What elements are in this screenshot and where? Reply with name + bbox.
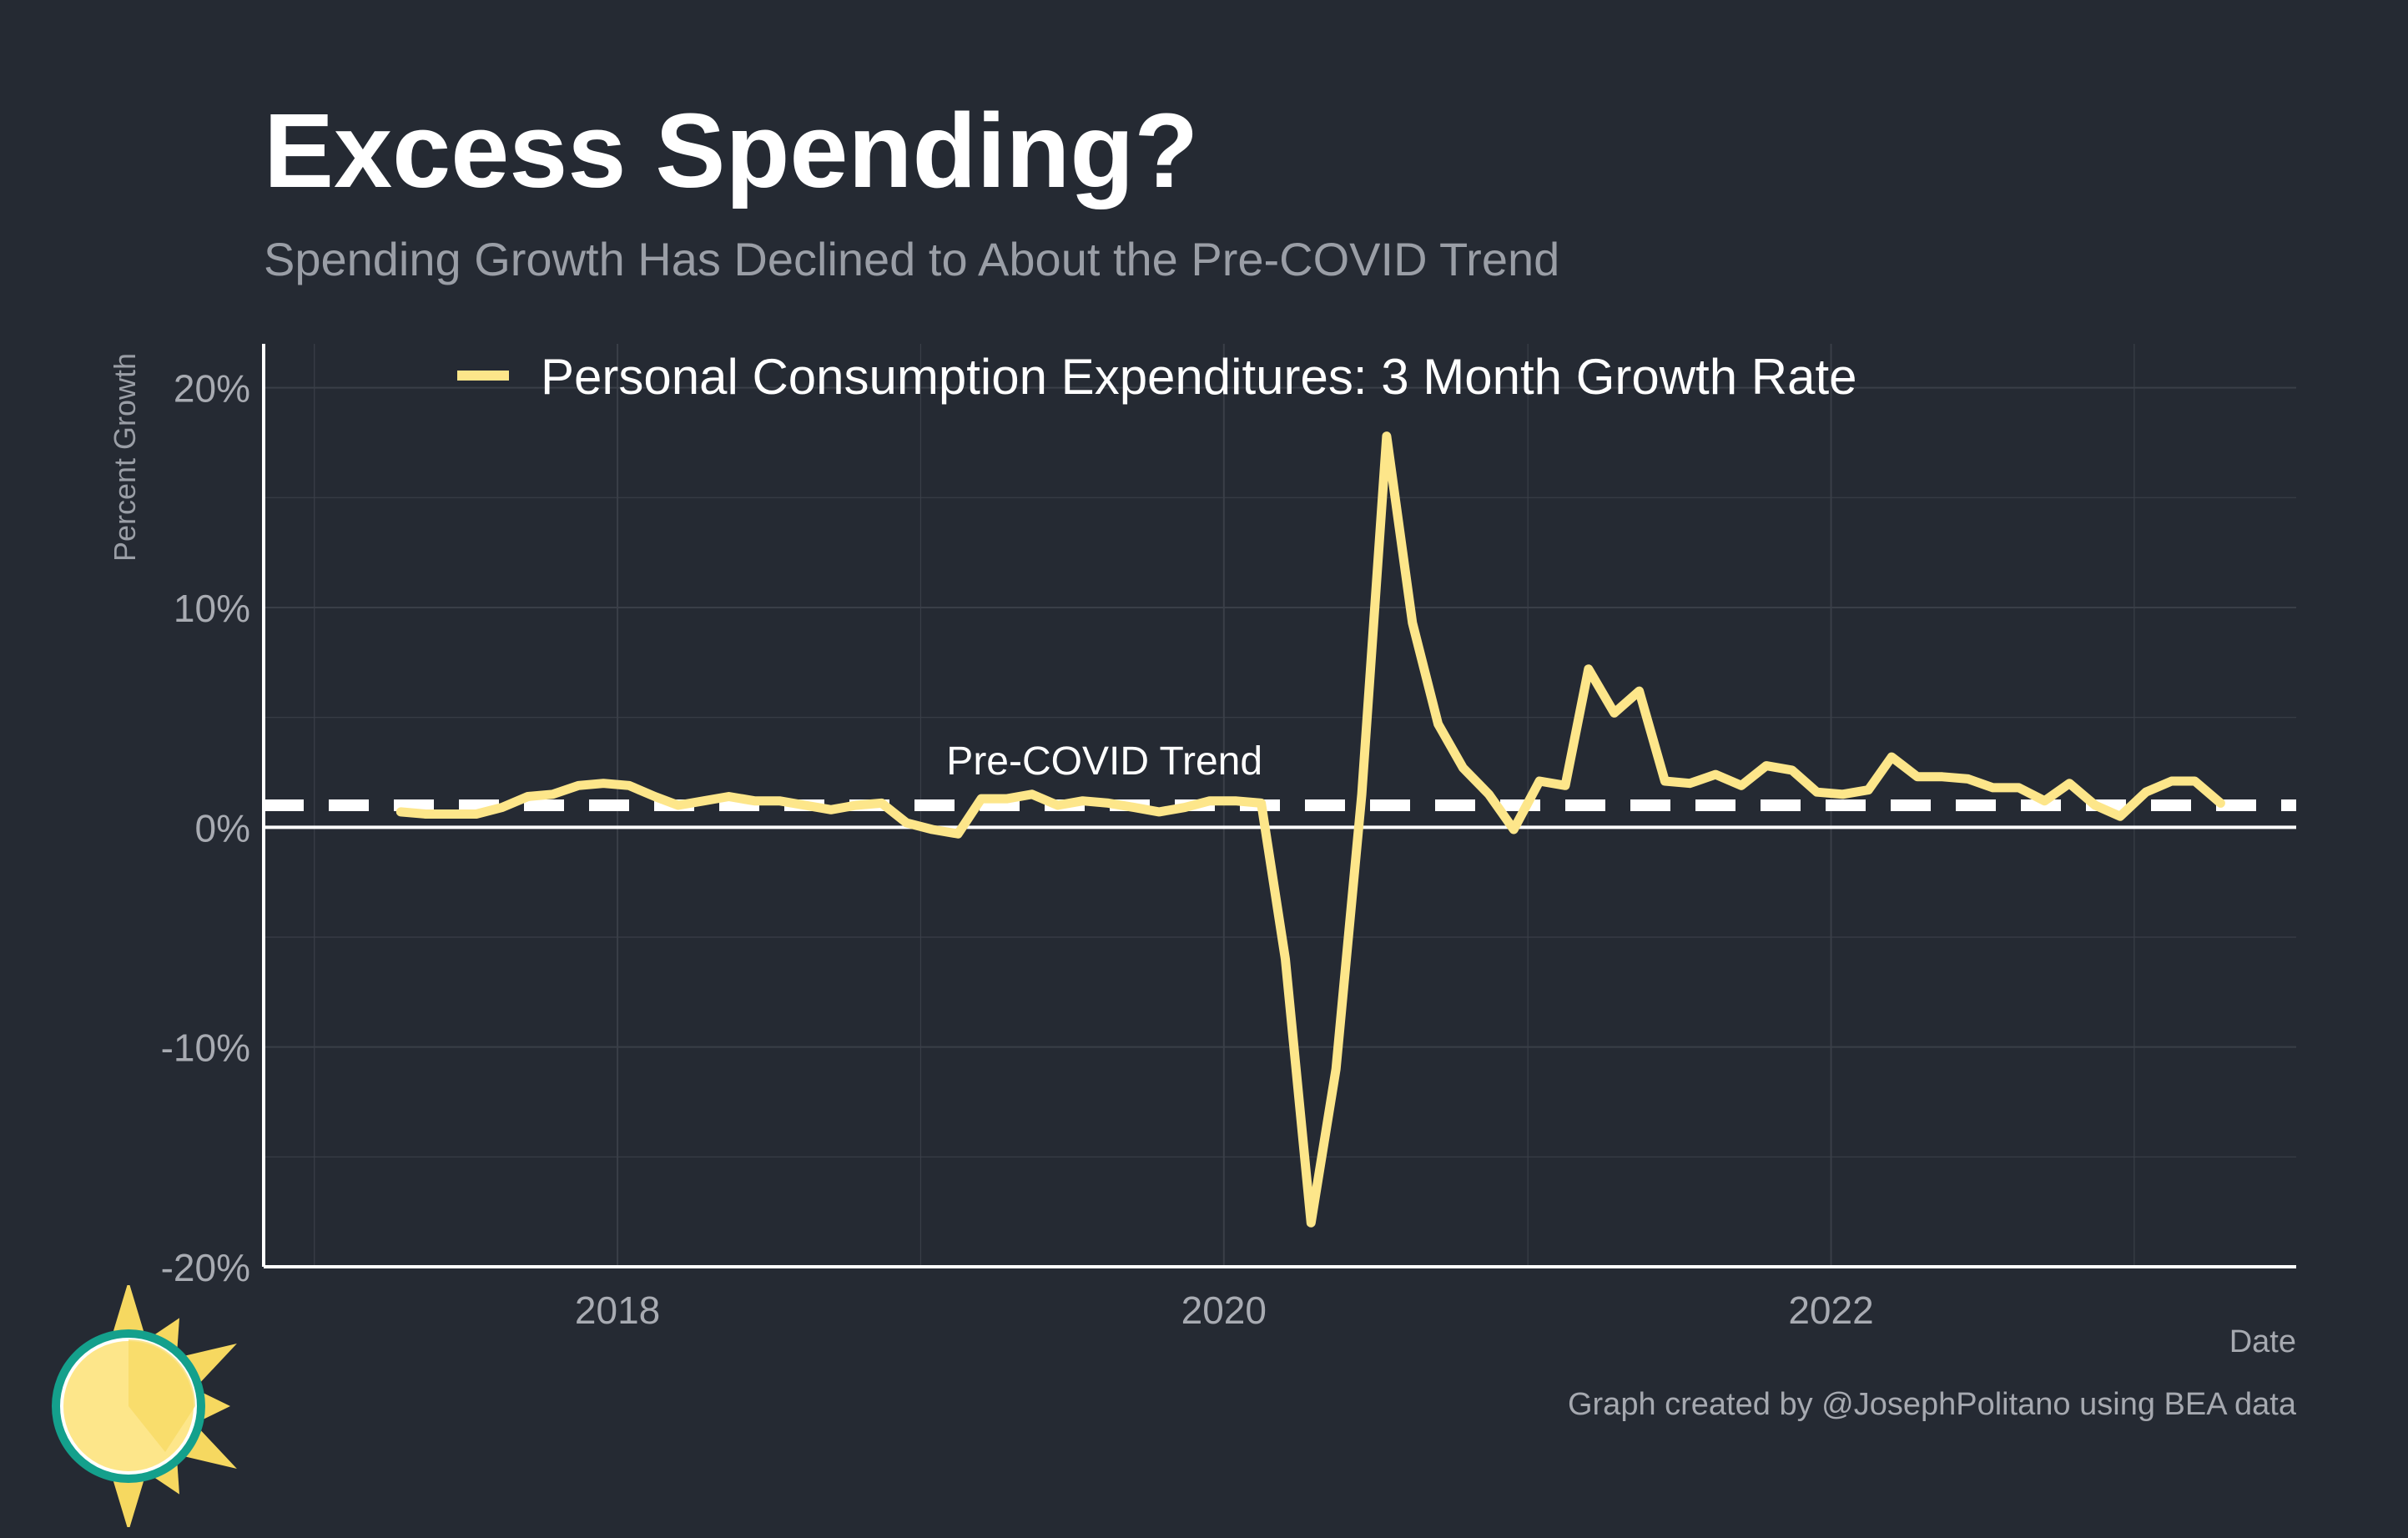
axes — [262, 344, 2296, 1268]
y-tick-label: -10% — [161, 1026, 250, 1070]
chart-title: Excess Spending? — [264, 92, 1199, 209]
sun-ray-icon — [109, 1470, 148, 1527]
sun-ray-icon — [109, 1285, 148, 1343]
y-axis-label: Percent Growth — [108, 353, 142, 562]
y-tick-label: 20% — [174, 367, 250, 411]
logo-clock-hand — [128, 1339, 195, 1452]
x-tick-label: 2020 — [1181, 1288, 1267, 1332]
legend: Personal Consumption Expenditures: 3 Mon… — [457, 349, 1857, 405]
x-axis-label: Date — [2229, 1324, 2296, 1359]
chart-subtitle: Spending Growth Has Declined to About th… — [264, 233, 1560, 285]
x-tick-label: 2022 — [1788, 1288, 1873, 1332]
sun-clock-logo-icon — [52, 1285, 237, 1527]
y-tick-label: 0% — [195, 806, 250, 850]
legend-label: Personal Consumption Expenditures: 3 Mon… — [541, 349, 1857, 405]
x-tick-label: 2018 — [575, 1288, 660, 1332]
x-tick-labels: 2018 2020 2022 — [575, 1288, 1874, 1332]
y-tick-label: 10% — [174, 587, 250, 630]
series-line — [395, 431, 2225, 1228]
y-tick-labels: 20% 10% 0% -10% -20% — [161, 367, 250, 1289]
source-caption: Graph created by @JosephPolitano using B… — [1567, 1387, 2296, 1422]
y-tick-label: -20% — [161, 1246, 250, 1289]
trend-label: Pre-COVID Trend — [946, 739, 1262, 784]
